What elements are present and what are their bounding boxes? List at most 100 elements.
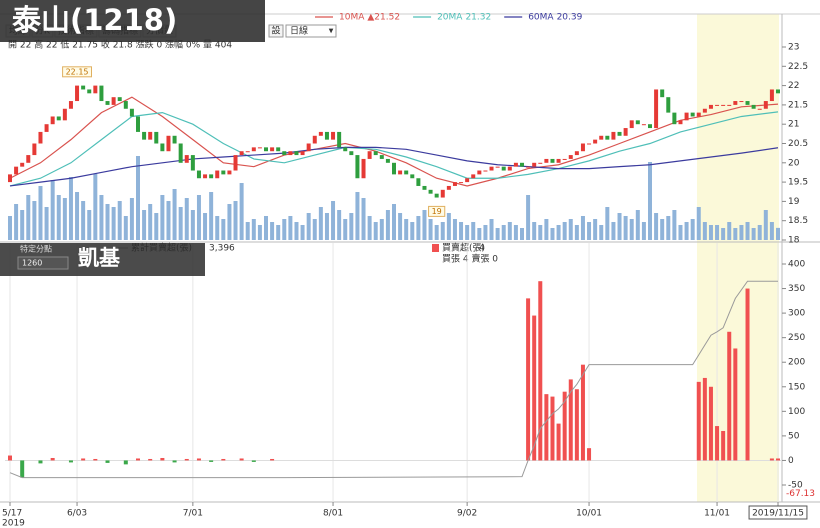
volume-bar	[404, 219, 409, 240]
volume-bar	[428, 219, 433, 240]
net-bar	[123, 460, 128, 465]
volume-bar	[526, 195, 531, 240]
volume-bar	[580, 216, 585, 240]
candle	[251, 147, 256, 152]
net-bar	[538, 281, 543, 461]
candle	[459, 182, 464, 184]
candle	[690, 112, 695, 117]
volume-bar	[641, 222, 646, 240]
volume-bar	[245, 222, 250, 240]
candle	[8, 174, 12, 183]
volume-bar	[318, 207, 323, 240]
candle	[702, 108, 707, 113]
y-tick-label: 18	[788, 236, 800, 246]
volume-bar	[324, 213, 329, 240]
annotation-box	[428, 205, 446, 217]
net-bar	[562, 391, 567, 461]
volume-bar	[203, 213, 208, 240]
dropdown-arrow: ▼	[329, 28, 334, 35]
volume-bar	[337, 210, 342, 240]
candle	[580, 143, 585, 152]
volume-bar	[172, 189, 177, 240]
candle	[245, 151, 250, 153]
net-bar	[556, 423, 561, 461]
settings-button[interactable]	[268, 24, 284, 38]
price-annotation: 19	[432, 207, 442, 216]
volume-bar	[745, 222, 750, 240]
candle	[520, 162, 524, 167]
toolbar-item[interactable]: 分K	[35, 26, 51, 37]
net-bar	[68, 460, 73, 463]
candle	[26, 155, 31, 163]
volume-bar	[471, 222, 476, 240]
candle	[32, 143, 37, 156]
volume-bar	[562, 222, 567, 240]
volume-bar	[654, 213, 659, 240]
volume-bar	[392, 204, 396, 240]
y-tick-label: 50	[788, 431, 800, 441]
net-bar	[8, 455, 12, 461]
volume-bar	[605, 207, 610, 240]
net-bar	[184, 458, 189, 461]
y-tick-label: -50	[788, 481, 803, 491]
period-select[interactable]	[285, 24, 337, 38]
volume-bar	[196, 195, 201, 240]
candle	[477, 170, 482, 175]
candle	[471, 174, 476, 179]
x-current-box	[748, 505, 808, 520]
volume-bar	[769, 222, 774, 240]
candle	[684, 112, 689, 121]
candle	[446, 185, 451, 190]
y-tick-label: 19.5	[788, 178, 808, 188]
net-bar	[105, 460, 110, 463]
toolbar-item[interactable]: 籌碼指標	[102, 25, 138, 37]
volume-bar	[520, 228, 524, 240]
volume-bar	[513, 225, 518, 240]
y-tick-label: 20	[788, 158, 800, 168]
net-bar	[81, 458, 86, 461]
volume-bar	[349, 213, 354, 240]
volume-bar	[184, 198, 189, 240]
volume-bar	[355, 192, 360, 240]
settings-label[interactable]: 設	[271, 25, 280, 37]
net-bar	[550, 396, 555, 461]
candle	[715, 104, 720, 106]
volume-bar	[81, 201, 86, 240]
toolbar-item[interactable]: 技術指標	[58, 25, 94, 37]
x-tick-label: 2019/11/15	[752, 509, 804, 519]
volume-bar	[239, 183, 244, 240]
candle	[440, 189, 445, 198]
net-bar	[702, 377, 707, 461]
volume-bar	[459, 222, 464, 240]
net-bar	[715, 426, 720, 461]
legend-label: 20MA	[437, 13, 463, 23]
candle	[111, 97, 116, 105]
candle	[751, 104, 756, 109]
period-label[interactable]: 日線	[290, 25, 308, 37]
candle	[392, 162, 396, 175]
candle	[544, 158, 549, 163]
y-tick-label: 21	[788, 120, 799, 130]
volume-bar	[105, 204, 110, 240]
candle	[611, 131, 616, 140]
volume-bar	[696, 207, 701, 240]
candle	[666, 97, 671, 113]
volume-bar	[154, 213, 159, 240]
candle	[148, 131, 153, 140]
volume-bar	[757, 225, 762, 240]
bar-legend-value: 4	[479, 244, 485, 254]
candle	[215, 170, 220, 179]
volume-bar	[20, 210, 25, 240]
candle	[68, 101, 73, 109]
ma-line	[9, 146, 779, 187]
toolbar-item[interactable]: 分價量	[146, 26, 173, 37]
candle	[398, 170, 403, 175]
y-tick-label: 300	[788, 309, 805, 319]
toolbar-item[interactable]: 均線	[9, 25, 27, 37]
volume-bar	[142, 210, 147, 240]
candle	[117, 97, 122, 102]
volume-bar	[495, 228, 500, 240]
net-bar	[93, 458, 98, 461]
candle	[264, 147, 268, 152]
